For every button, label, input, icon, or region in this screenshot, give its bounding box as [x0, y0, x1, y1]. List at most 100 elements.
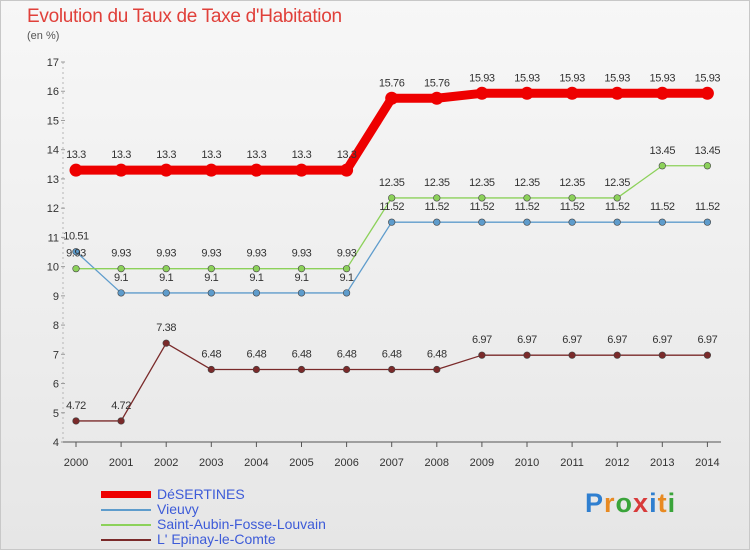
- legend-label: DéSERTINES: [157, 486, 245, 502]
- data-point: [388, 218, 396, 226]
- data-point: [117, 265, 125, 273]
- data-label: 15.93: [604, 72, 630, 84]
- data-label: 6.48: [382, 349, 402, 361]
- data-label: 6.97: [697, 334, 717, 346]
- data-label: 11.52: [515, 201, 540, 213]
- legend-item: L' Epinay-le-Comte: [101, 532, 326, 547]
- data-label: 6.48: [427, 349, 447, 361]
- y-tick-label: 4: [53, 437, 59, 449]
- data-label: 6.48: [292, 349, 312, 361]
- data-point: [69, 163, 83, 177]
- data-label: 15.93: [695, 72, 721, 84]
- data-point: [159, 163, 173, 177]
- data-label: 15.93: [650, 72, 676, 84]
- legend-swatch: [101, 491, 151, 498]
- data-label: 12.35: [424, 177, 450, 189]
- data-label: 7.38: [156, 322, 176, 334]
- data-point: [72, 248, 80, 256]
- data-label: 15.93: [559, 72, 585, 84]
- x-tick-label: 2012: [605, 457, 629, 469]
- data-point: [295, 163, 308, 177]
- legend-item: Vieuvy: [101, 502, 326, 517]
- data-label: 12.35: [469, 177, 495, 189]
- data-point: [433, 218, 441, 226]
- data-label: 11.52: [650, 201, 675, 213]
- data-label: 9.1: [204, 272, 218, 284]
- x-tick-label: 2008: [425, 457, 449, 469]
- x-tick-label: 2005: [289, 457, 313, 469]
- data-label: 13.45: [695, 145, 721, 157]
- data-label: 4.72: [111, 400, 131, 412]
- data-label: 6.97: [562, 334, 582, 346]
- data-label: 11.52: [379, 201, 404, 213]
- data-point: [117, 289, 125, 297]
- data-point: [388, 365, 396, 374]
- data-label: 9.1: [249, 272, 263, 284]
- data-point: [252, 265, 260, 273]
- x-tick-label: 2011: [560, 457, 584, 469]
- data-point: [252, 365, 260, 374]
- data-label: 9.1: [294, 272, 308, 284]
- data-point: [343, 265, 351, 273]
- data-point: [249, 163, 263, 177]
- data-label: 11.52: [424, 201, 449, 213]
- data-point: [478, 194, 486, 202]
- data-label: 12.35: [604, 177, 630, 189]
- y-tick-label: 9: [53, 291, 59, 303]
- x-tick-label: 2000: [64, 457, 88, 469]
- data-point: [297, 289, 306, 297]
- x-tick-label: 2006: [334, 457, 358, 469]
- y-tick-label: 15: [47, 115, 59, 127]
- data-point: [658, 218, 666, 226]
- data-label: 13.45: [650, 145, 676, 157]
- data-point: [613, 194, 621, 202]
- data-point: [565, 86, 579, 100]
- data-label: 13.3: [246, 149, 266, 161]
- logo-letter: r: [604, 488, 616, 518]
- y-tick-label: 10: [47, 262, 59, 274]
- data-point: [703, 351, 712, 359]
- legend-label: L' Epinay-le-Comte: [157, 531, 276, 547]
- chart-title: Evolution du Taux de Taxe d'Habitation: [27, 6, 342, 27]
- chart-unit-label: (en %): [27, 30, 60, 42]
- x-tick-label: 2007: [379, 457, 403, 469]
- data-label: 12.35: [514, 177, 540, 189]
- data-label: 6.97: [652, 334, 672, 346]
- data-point: [162, 339, 170, 347]
- data-point: [523, 218, 531, 226]
- logo-letter: i: [649, 488, 658, 518]
- data-label: 11.52: [560, 201, 585, 213]
- data-label: 11.52: [695, 201, 720, 213]
- x-tick-label: 2004: [244, 457, 268, 469]
- data-point: [475, 86, 489, 100]
- data-point: [297, 365, 306, 374]
- legend-swatch: [101, 523, 151, 526]
- data-label: 13.3: [156, 149, 176, 161]
- data-point: [703, 162, 712, 170]
- logo-letter: t: [657, 488, 668, 518]
- data-point: [658, 162, 666, 170]
- data-label: 9.1: [340, 272, 354, 284]
- data-point: [388, 194, 396, 202]
- data-point: [613, 218, 621, 226]
- data-label: 9.93: [337, 248, 357, 260]
- y-tick-label: 14: [47, 145, 59, 157]
- y-tick-label: 11: [48, 232, 59, 244]
- data-label: 6.97: [472, 334, 492, 346]
- y-tick-label: 6: [53, 379, 59, 391]
- data-point: [252, 289, 260, 297]
- data-point: [610, 86, 624, 100]
- data-point: [207, 289, 215, 297]
- data-label: 15.93: [469, 72, 495, 84]
- data-label: 9.93: [66, 248, 86, 260]
- data-point: [162, 265, 170, 273]
- data-label: 15.93: [514, 72, 540, 84]
- data-label: 6.48: [337, 349, 357, 361]
- logo-letter: o: [615, 488, 634, 518]
- x-tick-label: 2014: [695, 457, 719, 469]
- data-label: 4.72: [66, 400, 86, 412]
- legend-item: Saint-Aubin-Fosse-Louvain: [101, 517, 326, 532]
- x-tick-label: 2001: [109, 457, 133, 469]
